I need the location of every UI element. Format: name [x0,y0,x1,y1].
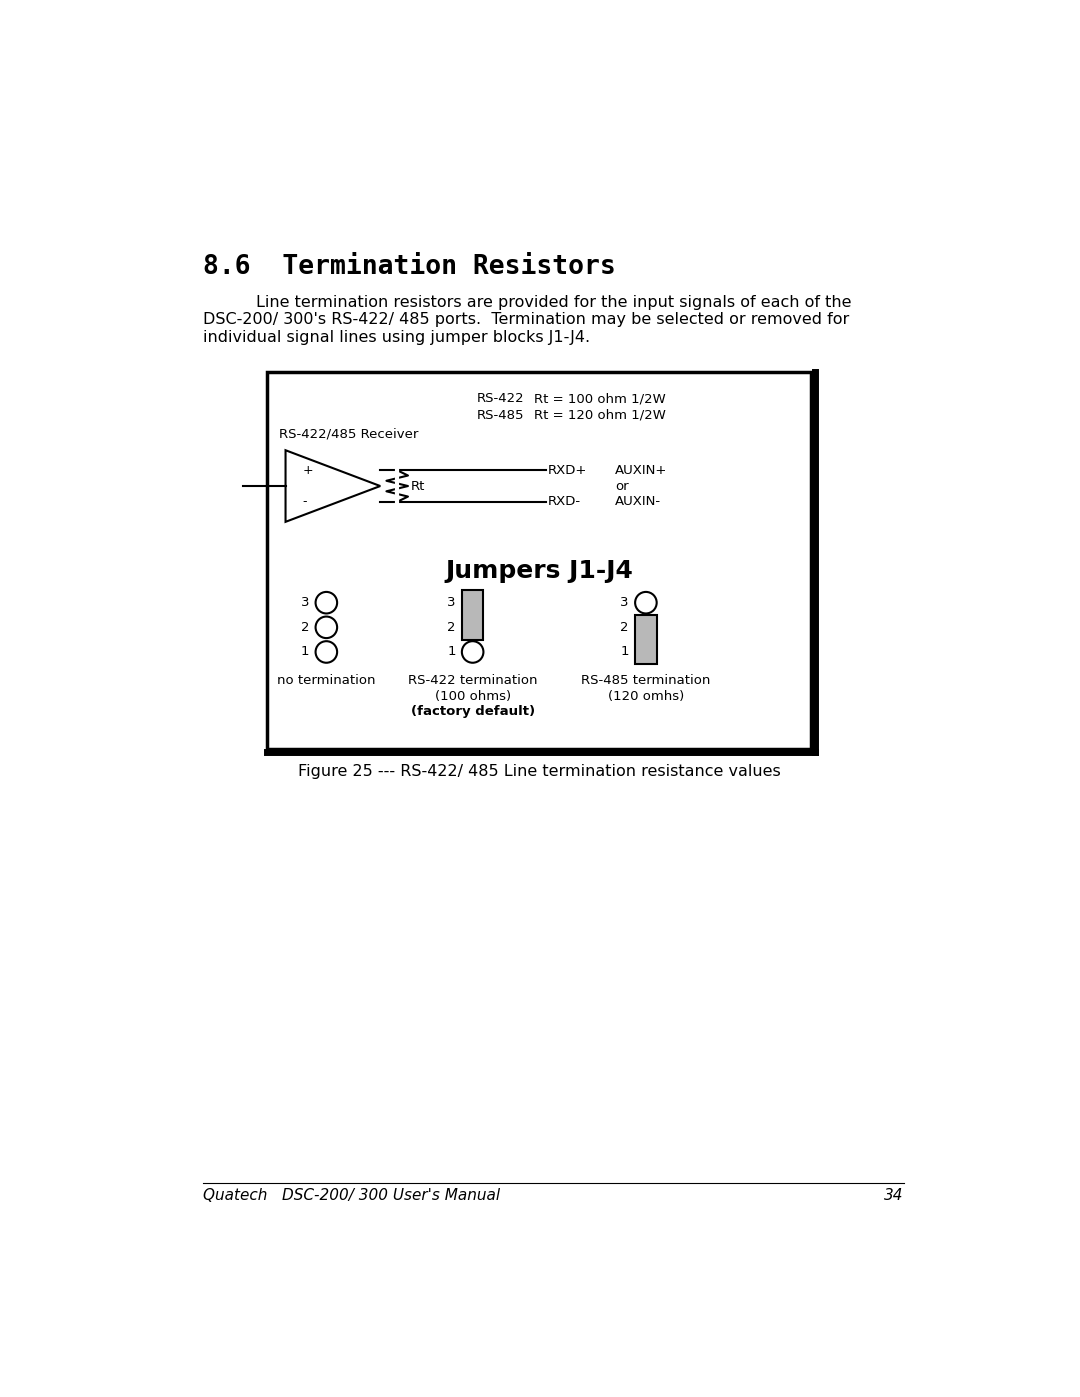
Bar [267,372,811,749]
Text: 2: 2 [301,620,309,634]
Text: RS-485 termination: RS-485 termination [581,675,711,687]
Text: or: or [616,479,629,493]
Text: +: + [302,464,313,476]
Text: Rt = 120 ohm 1/2W: Rt = 120 ohm 1/2W [535,409,666,422]
Text: RS-422 termination: RS-422 termination [408,675,538,687]
Text: 3: 3 [447,597,456,609]
Text: individual signal lines using jumper blocks J1-J4.: individual signal lines using jumper blo… [203,330,591,345]
Text: AUXIN+: AUXIN+ [616,464,667,476]
Text: 8.6  Termination Resistors: 8.6 Termination Resistors [203,254,616,279]
Text: RS-422: RS-422 [476,393,524,405]
Text: Figure 25 --- RS-422/ 485 Line termination resistance values: Figure 25 --- RS-422/ 485 Line terminati… [298,764,781,780]
Text: Jumpers J1-J4: Jumpers J1-J4 [446,559,634,583]
Text: DSC-200/ 300's RS-422/ 485 ports.  Termination may be selected or removed for: DSC-200/ 300's RS-422/ 485 ports. Termin… [203,313,849,327]
Bar [462,591,484,640]
Text: RS-485: RS-485 [476,409,524,422]
Text: 1: 1 [301,645,309,658]
Text: 1: 1 [620,645,629,658]
Text: Line termination resistors are provided for the input signals of each of the: Line termination resistors are provided … [215,295,851,310]
Text: Quatech   DSC-200/ 300 User's Manual: Quatech DSC-200/ 300 User's Manual [203,1187,500,1203]
Bar [635,615,657,665]
Text: (100 ohms): (100 ohms) [434,690,511,703]
Text: (120 omhs): (120 omhs) [608,690,684,703]
Text: RS-422/485 Receiver: RS-422/485 Receiver [280,427,419,440]
Text: -: - [302,496,307,509]
Text: 3: 3 [620,597,629,609]
Text: 2: 2 [447,620,456,634]
Text: Rt = 100 ohm 1/2W: Rt = 100 ohm 1/2W [535,393,666,405]
Text: RXD+: RXD+ [549,464,588,476]
Text: AUXIN-: AUXIN- [616,496,661,509]
Text: (factory default): (factory default) [410,705,535,718]
Text: no termination: no termination [278,675,376,687]
Text: 1: 1 [447,645,456,658]
Text: 2: 2 [620,620,629,634]
Text: 34: 34 [885,1187,904,1203]
Text: Rt: Rt [411,479,426,493]
Text: 3: 3 [301,597,309,609]
Text: RXD-: RXD- [549,496,581,509]
